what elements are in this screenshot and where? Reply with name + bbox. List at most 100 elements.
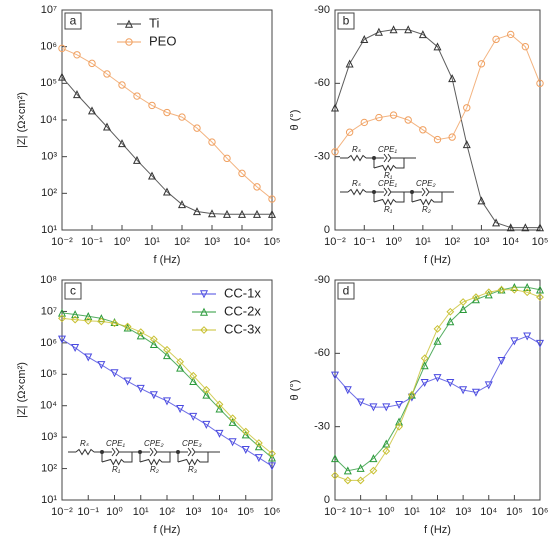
- cpe: [111, 447, 120, 457]
- marker: [382, 447, 391, 456]
- y-tick-label: 0: [324, 224, 330, 236]
- y-tick-label: 10²: [41, 187, 57, 199]
- marker: [110, 369, 119, 378]
- cpe: [383, 187, 392, 197]
- marker: [252, 209, 262, 218]
- y-tick-label: 10⁸: [40, 274, 57, 286]
- circuit-label: R₂: [422, 205, 431, 214]
- resistor: [411, 192, 443, 206]
- y-axis-label: |Z| (Ω×cm²): [16, 362, 28, 418]
- marker: [462, 140, 471, 149]
- series-line: [61, 317, 273, 454]
- y-axis-label: θ (°): [289, 380, 301, 401]
- marker: [149, 335, 158, 344]
- circuit-label: R₁: [384, 205, 393, 214]
- legend-label: CC-2x: [224, 303, 261, 318]
- legend-marker: [199, 307, 209, 316]
- x-tick-label: 10⁰: [385, 236, 402, 248]
- x-tick-label: 10²: [444, 236, 460, 248]
- marker: [433, 374, 442, 383]
- marker: [492, 35, 500, 44]
- x-tick-label: 10⁻¹: [81, 236, 103, 248]
- x-tick-label: 10⁴: [480, 506, 497, 518]
- marker: [523, 332, 532, 341]
- marker: [497, 356, 506, 365]
- marker: [215, 400, 224, 409]
- x-tick-label: 10⁵: [237, 506, 254, 518]
- x-tick-label: 10⁻¹: [77, 506, 99, 518]
- marker: [136, 331, 145, 340]
- marker: [535, 223, 545, 232]
- legend-marker: [125, 38, 133, 46]
- marker: [420, 354, 429, 363]
- y-axis-label: |Z| (Ω×cm²): [16, 92, 28, 148]
- marker: [448, 133, 456, 141]
- marker: [215, 404, 224, 413]
- x-tick-label: 10⁴: [234, 236, 251, 248]
- marker: [254, 442, 263, 451]
- marker: [123, 377, 132, 386]
- marker: [178, 113, 186, 121]
- circuit-label: CPE₁: [106, 439, 125, 448]
- marker: [395, 400, 404, 409]
- x-tick-label: 10³: [204, 236, 220, 248]
- marker: [343, 466, 352, 475]
- legend-marker: [200, 326, 208, 334]
- marker: [369, 454, 378, 463]
- cpe: [187, 447, 196, 457]
- marker: [84, 353, 93, 362]
- series-line: [61, 338, 273, 467]
- resistor: [373, 192, 405, 206]
- resistor: [139, 452, 171, 466]
- x-tick-label: 10²: [159, 506, 175, 518]
- marker: [267, 462, 277, 471]
- marker: [202, 420, 211, 429]
- x-tick-label: 10⁰: [106, 506, 123, 518]
- marker: [97, 361, 106, 370]
- panel-letter-box: [337, 282, 355, 300]
- x-tick-label: 10⁵: [532, 236, 549, 248]
- marker: [123, 322, 132, 331]
- circuit-label: R₃: [188, 465, 197, 474]
- cpe: [383, 153, 392, 163]
- y-tick-label: 10⁷: [41, 4, 57, 16]
- marker: [73, 51, 81, 59]
- marker: [149, 391, 158, 400]
- x-tick-label: 10⁵: [264, 236, 281, 248]
- x-tick-label: 10¹: [133, 506, 149, 518]
- y-tick-label: 10¹: [41, 494, 57, 506]
- marker: [176, 405, 185, 414]
- circuit: Rₛ CPE₁ R₁ CPE₂ R₂ CPE₃ R₃: [68, 439, 220, 474]
- x-tick-label: 10¹: [144, 236, 160, 248]
- legend-label: PEO: [149, 33, 176, 48]
- marker: [110, 319, 119, 328]
- marker: [497, 285, 506, 294]
- cpe: [149, 447, 158, 457]
- y-tick-label: 10⁵: [40, 77, 57, 89]
- series-line: [61, 47, 273, 200]
- marker: [536, 79, 544, 88]
- marker: [343, 476, 352, 485]
- x-tick-label: 10⁶: [532, 506, 549, 518]
- marker: [477, 196, 486, 205]
- marker: [343, 386, 352, 395]
- marker: [420, 378, 429, 387]
- marker: [360, 118, 368, 127]
- x-tick-label: 10⁰: [114, 236, 131, 248]
- marker: [382, 403, 391, 412]
- y-tick-label: 0: [324, 494, 330, 506]
- marker: [136, 328, 145, 337]
- marker: [223, 154, 231, 163]
- y-tick-label: 10⁴: [40, 114, 57, 126]
- marker: [57, 335, 67, 344]
- legend-label: CC-1x: [224, 285, 261, 300]
- marker: [404, 116, 412, 124]
- legend-marker: [199, 290, 209, 299]
- marker: [331, 471, 339, 480]
- x-tick-label: 10²: [430, 506, 446, 518]
- marker: [267, 453, 277, 462]
- series-line: [334, 335, 541, 408]
- y-tick-label: -90: [314, 4, 330, 16]
- y-tick-label: 10⁷: [41, 305, 57, 317]
- marker: [407, 390, 416, 399]
